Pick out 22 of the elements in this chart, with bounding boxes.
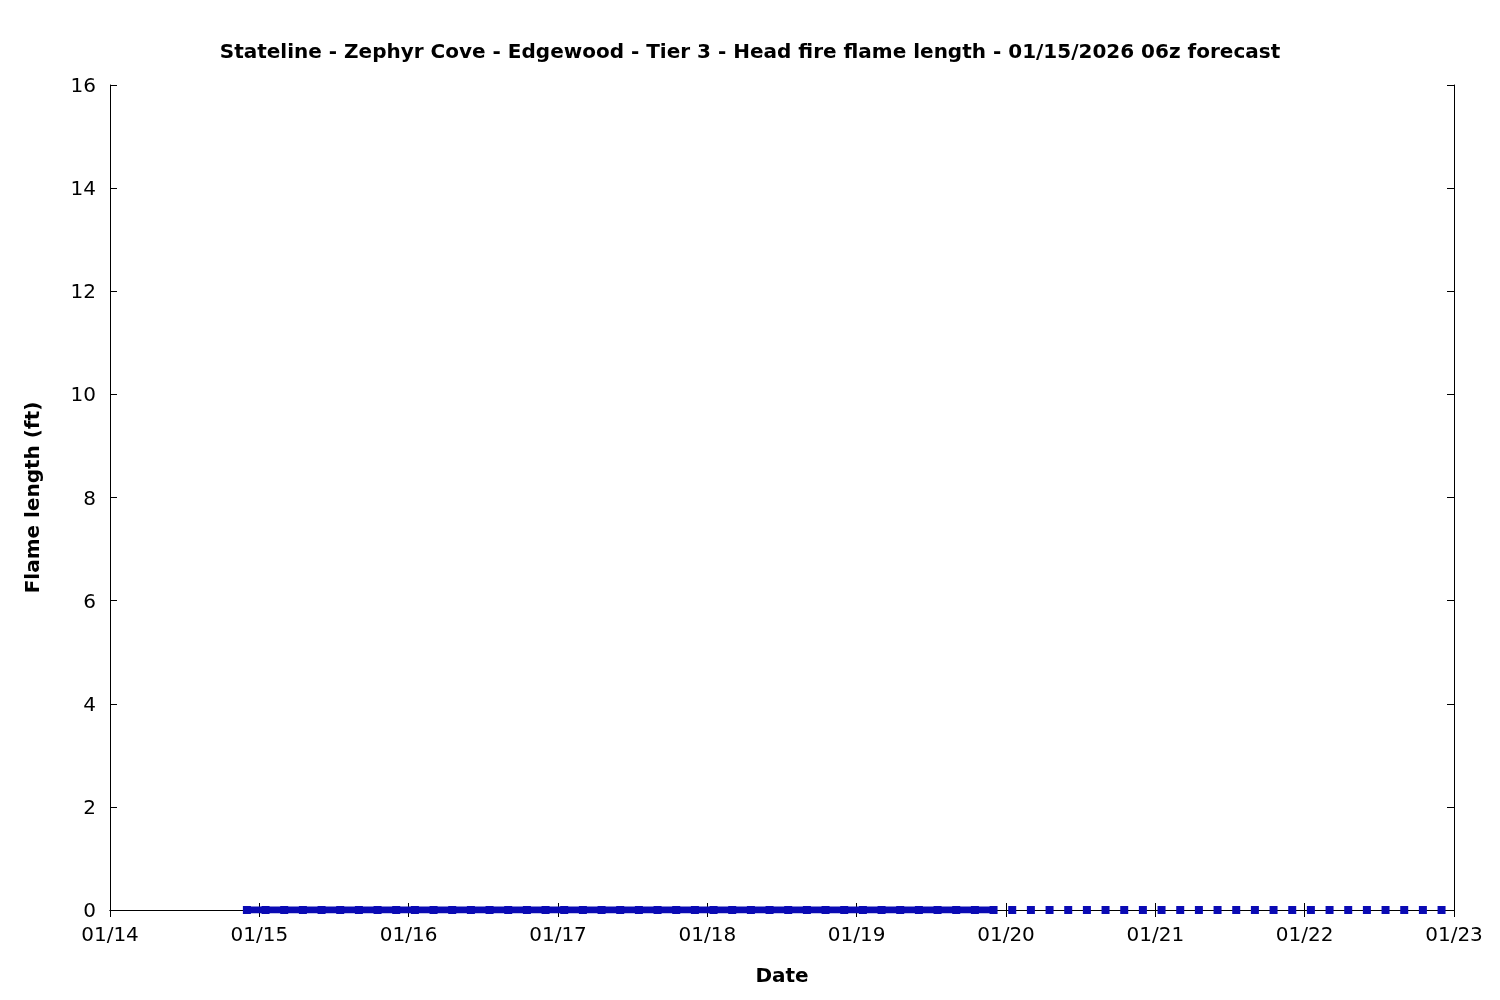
y-tick-label: 2 [83,794,96,819]
x-tick-label: 01/19 [827,922,886,946]
y-tick-label: 6 [83,588,96,613]
x-tick-label: 01/16 [379,922,438,946]
x-tick-label: 01/20 [977,922,1035,946]
x-tick-label: 01/17 [529,922,587,946]
y-tick-label: 16 [70,73,96,97]
y-tick-label: 14 [70,176,96,201]
x-axis-title: Date [755,963,809,987]
x-tick-label: 01/18 [678,922,737,946]
y-tick-label: 0 [83,898,96,922]
chart-title: Stateline - Zephyr Cove - Edgewood - Tier 3 - Head fire flame length - 01/15/2026 06z forecast [219,39,1281,63]
y-axis-title: Flame length (ft) [20,401,44,594]
y-tick-label: 8 [83,485,96,510]
x-tick-label: 01/14 [81,922,139,946]
x-tick-label: 01/23 [1425,922,1483,946]
x-tick-label: 01/21 [1126,922,1185,946]
y-tick-label: 12 [70,279,96,304]
y-tick-label: 4 [83,691,96,716]
x-tick-label: 01/22 [1275,922,1334,946]
x-tick-label: 01/15 [230,922,289,946]
y-tick-label: 10 [70,382,96,407]
